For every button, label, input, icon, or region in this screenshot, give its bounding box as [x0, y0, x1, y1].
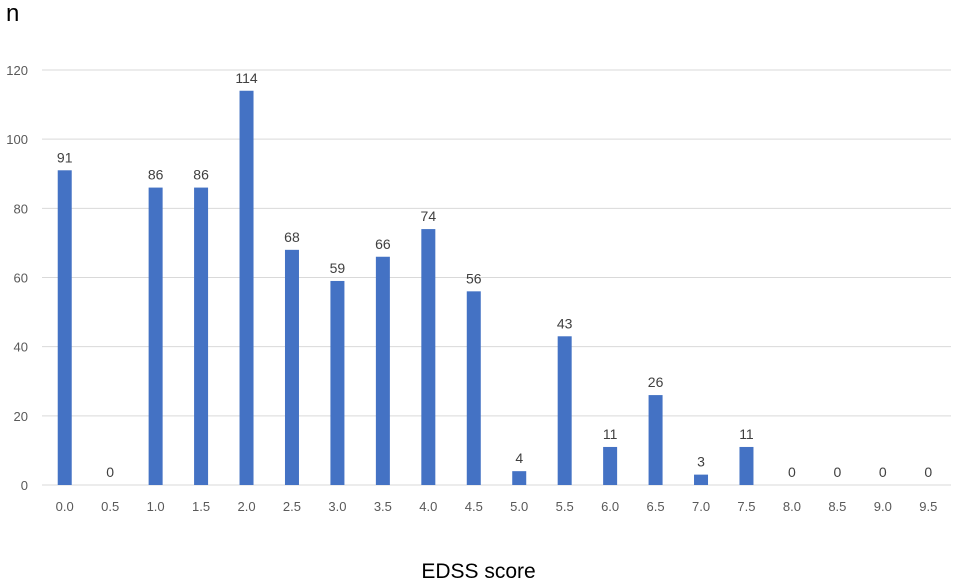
bar: [284, 249, 299, 485]
x-tick-label: 6.0: [601, 499, 619, 514]
x-tick-label: 5.5: [556, 499, 574, 514]
data-label: 86: [148, 167, 164, 183]
x-tick-labels: 0.0 0.5 1.0 1.5 2.0 2.5 3.0 3.5 4.0 4.5 5.0 5.5 6.0 6…: [56, 499, 938, 514]
y-tick-label: 20: [14, 409, 28, 424]
bar: [375, 256, 390, 485]
bar: [512, 471, 527, 485]
data-label: 43: [557, 315, 573, 331]
bar: [466, 291, 481, 485]
y-tick-label: 40: [14, 340, 28, 355]
bar: [239, 90, 254, 485]
x-tick-label: 5.0: [510, 499, 528, 514]
bar: [148, 187, 163, 486]
data-label: 66: [375, 236, 391, 252]
data-label: 11: [739, 426, 754, 442]
data-label: 74: [421, 208, 437, 224]
data-label: 91: [57, 149, 73, 165]
data-label: 26: [648, 374, 664, 390]
x-tick-label: 7.0: [692, 499, 710, 514]
data-label: 114: [235, 70, 258, 86]
y-tick-label: 120: [6, 63, 28, 78]
data-label: 59: [330, 260, 346, 276]
x-tick-label: 8.5: [828, 499, 846, 514]
bars: [57, 90, 754, 486]
x-tick-label: 2.5: [283, 499, 301, 514]
x-tick-label: 9.0: [874, 499, 892, 514]
y-axis-title: n: [6, 0, 20, 27]
x-tick-label: 1.0: [147, 499, 165, 514]
y-tick-labels: 0 20 40 60 80 100 120: [6, 63, 28, 493]
x-tick-label: 6.5: [647, 499, 665, 514]
x-tick-label: 3.5: [374, 499, 392, 514]
x-tick-label: 1.5: [192, 499, 210, 514]
x-tick-label: 8.0: [783, 499, 801, 514]
x-tick-label: 9.5: [919, 499, 937, 514]
gridlines: [42, 69, 951, 486]
x-tick-label: 0.5: [101, 499, 119, 514]
data-labels: 91 0 86 86 114 68 59 66 74 56 4 43 11 26 3 11 0 0 0 0: [57, 70, 932, 480]
x-tick-label: 4.5: [465, 499, 483, 514]
bar: [194, 187, 209, 486]
data-label: 0: [788, 464, 796, 480]
data-label: 11: [603, 426, 618, 442]
data-label: 56: [466, 270, 482, 286]
data-label: 0: [924, 464, 932, 480]
y-tick-label: 80: [14, 201, 28, 216]
data-label: 4: [515, 450, 523, 466]
y-tick-label: 0: [21, 478, 28, 493]
data-label: 68: [284, 229, 300, 245]
x-tick-label: 4.0: [419, 499, 437, 514]
x-axis-title: EDSS score: [421, 560, 536, 583]
bar: [648, 395, 663, 485]
x-tick-label: 7.5: [737, 499, 755, 514]
bar: [739, 446, 754, 485]
x-tick-label: 2.0: [237, 499, 255, 514]
x-tick-label: 0.0: [56, 499, 74, 514]
data-label: 86: [193, 167, 209, 183]
y-tick-label: 100: [6, 132, 28, 147]
data-label: 0: [106, 464, 114, 480]
bar: [603, 446, 618, 485]
bar: [330, 280, 345, 485]
bar: [421, 229, 436, 485]
x-tick-label: 3.0: [328, 499, 346, 514]
bar: [57, 170, 72, 485]
bar: [557, 336, 572, 485]
data-label: 0: [879, 464, 887, 480]
data-label: 0: [833, 464, 841, 480]
y-tick-label: 60: [14, 271, 28, 286]
data-label: 3: [697, 454, 705, 470]
bar: [694, 474, 709, 485]
